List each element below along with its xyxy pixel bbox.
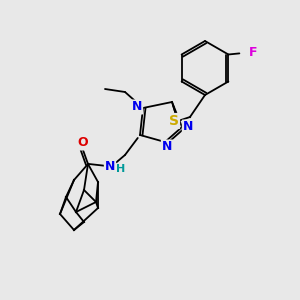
Text: O: O bbox=[78, 136, 88, 149]
Text: N: N bbox=[105, 160, 115, 172]
Text: N: N bbox=[162, 140, 172, 154]
Text: S: S bbox=[169, 114, 179, 128]
Text: N: N bbox=[132, 100, 142, 113]
Text: N: N bbox=[183, 121, 193, 134]
Text: F: F bbox=[249, 46, 258, 59]
Text: H: H bbox=[116, 164, 126, 174]
